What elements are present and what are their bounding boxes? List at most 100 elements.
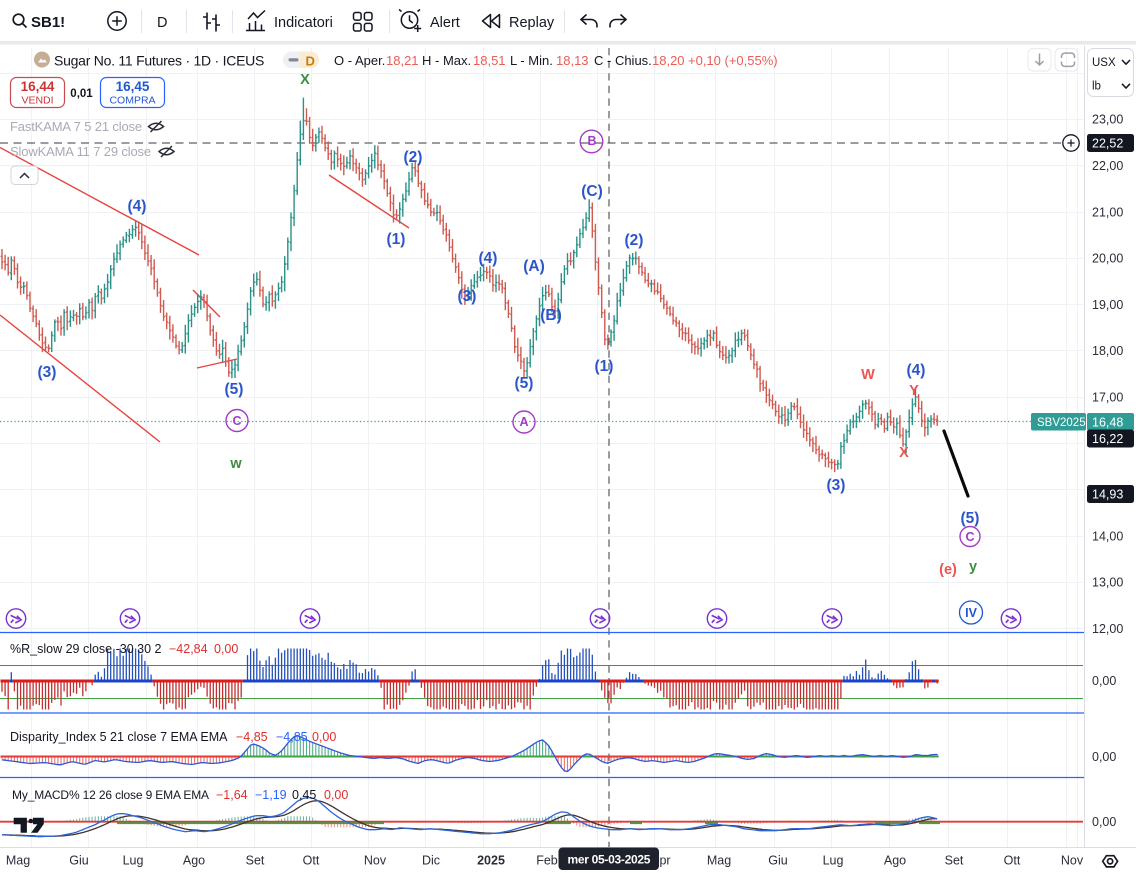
svg-text:−4,85: −4,85 <box>236 730 268 744</box>
svg-text:B: B <box>587 134 596 148</box>
svg-text:18,13: 18,13 <box>556 53 589 68</box>
svg-text:A: A <box>519 415 528 429</box>
svg-text:18,51: 18,51 <box>473 53 506 68</box>
svg-text:Mag: Mag <box>707 854 731 868</box>
svg-text:Indicatori: Indicatori <box>274 15 333 31</box>
svg-text:H - Max.: H - Max. <box>422 53 471 68</box>
svg-text:W: W <box>861 367 875 383</box>
svg-text:Lug: Lug <box>823 854 844 868</box>
svg-text:(1): (1) <box>387 231 406 248</box>
svg-text:Lug: Lug <box>123 854 144 868</box>
svg-text:−1,64: −1,64 <box>216 788 248 802</box>
svg-text:18,21: 18,21 <box>386 53 419 68</box>
svg-text:SBV2025: SBV2025 <box>1037 417 1086 429</box>
svg-text:17,00: 17,00 <box>1092 391 1123 405</box>
svg-text:Dic: Dic <box>422 854 440 868</box>
svg-text:Feb: Feb <box>536 854 558 868</box>
svg-text:Set: Set <box>945 854 964 868</box>
svg-text:Ago: Ago <box>884 854 906 868</box>
svg-text:20,00: 20,00 <box>1092 252 1123 266</box>
svg-text:(e): (e) <box>939 562 957 578</box>
svg-text:0,00: 0,00 <box>1092 750 1116 764</box>
svg-text:(3): (3) <box>827 477 846 494</box>
svg-text:X: X <box>899 445 909 461</box>
svg-text:Ago: Ago <box>183 854 205 868</box>
svg-text:Giu: Giu <box>69 854 89 868</box>
svg-text:22,52: 22,52 <box>1092 137 1123 151</box>
svg-text:0,00: 0,00 <box>214 642 238 656</box>
svg-text:0,00: 0,00 <box>1092 815 1116 829</box>
svg-text:Disparity_Index 5 21 close 7 E: Disparity_Index 5 21 close 7 EMA EMA <box>10 730 228 744</box>
svg-text:Set: Set <box>246 854 265 868</box>
svg-text:23,00: 23,00 <box>1092 113 1123 127</box>
svg-text:(3): (3) <box>458 288 477 305</box>
svg-text:(B): (B) <box>540 307 562 324</box>
svg-text:Ott: Ott <box>1004 854 1021 868</box>
svg-text:22,00: 22,00 <box>1092 159 1123 173</box>
svg-text:C: C <box>965 530 974 544</box>
svg-text:18,00: 18,00 <box>1092 344 1123 358</box>
svg-text:X: X <box>300 72 310 88</box>
svg-text:lb: lb <box>1092 81 1101 93</box>
svg-text:16,48: 16,48 <box>1092 416 1123 430</box>
svg-text:mer 05-03-2025: mer 05-03-2025 <box>568 853 651 867</box>
svg-text:(5): (5) <box>225 381 244 398</box>
svg-text:L - Min.: L - Min. <box>510 53 553 68</box>
svg-text:VENDI: VENDI <box>21 95 53 107</box>
svg-text:y: y <box>969 559 977 575</box>
svg-text:−4,85: −4,85 <box>276 730 308 744</box>
svg-text:C - Chius.: C - Chius. <box>594 53 652 68</box>
svg-text:Mag: Mag <box>6 854 30 868</box>
svg-text:Ott: Ott <box>303 854 320 868</box>
svg-text:pr: pr <box>659 854 670 868</box>
svg-text:0,45: 0,45 <box>292 788 316 802</box>
svg-text:FastKAMA 7 5 21 close: FastKAMA 7 5 21 close <box>10 119 142 134</box>
svg-text:16,45: 16,45 <box>116 79 150 94</box>
svg-text:C: C <box>232 414 241 428</box>
svg-text:Y: Y <box>909 383 919 399</box>
svg-text:SlowKAMA 11 7 29 close: SlowKAMA 11 7 29 close <box>10 144 151 159</box>
svg-text:D: D <box>157 15 167 31</box>
svg-text:18,20: 18,20 <box>652 53 685 68</box>
svg-text:(5): (5) <box>961 510 980 527</box>
svg-text:Nov: Nov <box>1061 854 1084 868</box>
svg-text:w: w <box>229 456 242 472</box>
svg-text:IV: IV <box>965 606 977 620</box>
svg-text:SB1!: SB1! <box>31 14 65 31</box>
svg-text:Replay: Replay <box>509 15 555 31</box>
svg-text:D: D <box>306 54 315 69</box>
svg-text:(3): (3) <box>38 364 57 381</box>
svg-text:14,00: 14,00 <box>1092 530 1123 544</box>
svg-text:Alert: Alert <box>430 15 460 31</box>
svg-text:−42,84: −42,84 <box>169 642 208 656</box>
svg-text:(2): (2) <box>625 232 644 249</box>
svg-text:(4): (4) <box>479 250 498 267</box>
svg-text:12,00: 12,00 <box>1092 622 1123 636</box>
svg-text:+0,10 (+0,55%): +0,10 (+0,55%) <box>688 53 778 68</box>
svg-text:Sugar No. 11 Futures · 1D · IC: Sugar No. 11 Futures · 1D · ICEUS <box>54 53 264 69</box>
svg-text:(4): (4) <box>128 198 147 215</box>
svg-text:Nov: Nov <box>364 854 387 868</box>
svg-text:My_MACD% 12 26 close 9 EMA EMA: My_MACD% 12 26 close 9 EMA EMA <box>12 788 209 802</box>
svg-text:0,00: 0,00 <box>324 788 348 802</box>
svg-text:0,00: 0,00 <box>312 730 336 744</box>
svg-text:0,00: 0,00 <box>1092 674 1116 688</box>
svg-text:−1,19: −1,19 <box>255 788 287 802</box>
svg-text:(2): (2) <box>404 149 423 166</box>
svg-text:16,22: 16,22 <box>1092 432 1123 446</box>
svg-text:COMPRA: COMPRA <box>109 95 155 107</box>
svg-text:13,00: 13,00 <box>1092 576 1123 590</box>
svg-text:0,01: 0,01 <box>70 88 93 100</box>
svg-text:19,00: 19,00 <box>1092 298 1123 312</box>
svg-text:Giu: Giu <box>768 854 788 868</box>
svg-text:(A): (A) <box>523 258 545 275</box>
svg-text:%R_slow 29 close -30 30 2: %R_slow 29 close -30 30 2 <box>10 642 162 656</box>
svg-text:14,93: 14,93 <box>1092 488 1123 502</box>
svg-text:(5): (5) <box>515 375 534 392</box>
svg-text:21,00: 21,00 <box>1092 206 1123 220</box>
svg-text:16,44: 16,44 <box>21 79 55 94</box>
svg-text:(4): (4) <box>907 362 926 379</box>
svg-text:USX: USX <box>1092 57 1116 69</box>
svg-text:(1): (1) <box>595 358 614 375</box>
svg-text:(C): (C) <box>581 183 603 200</box>
